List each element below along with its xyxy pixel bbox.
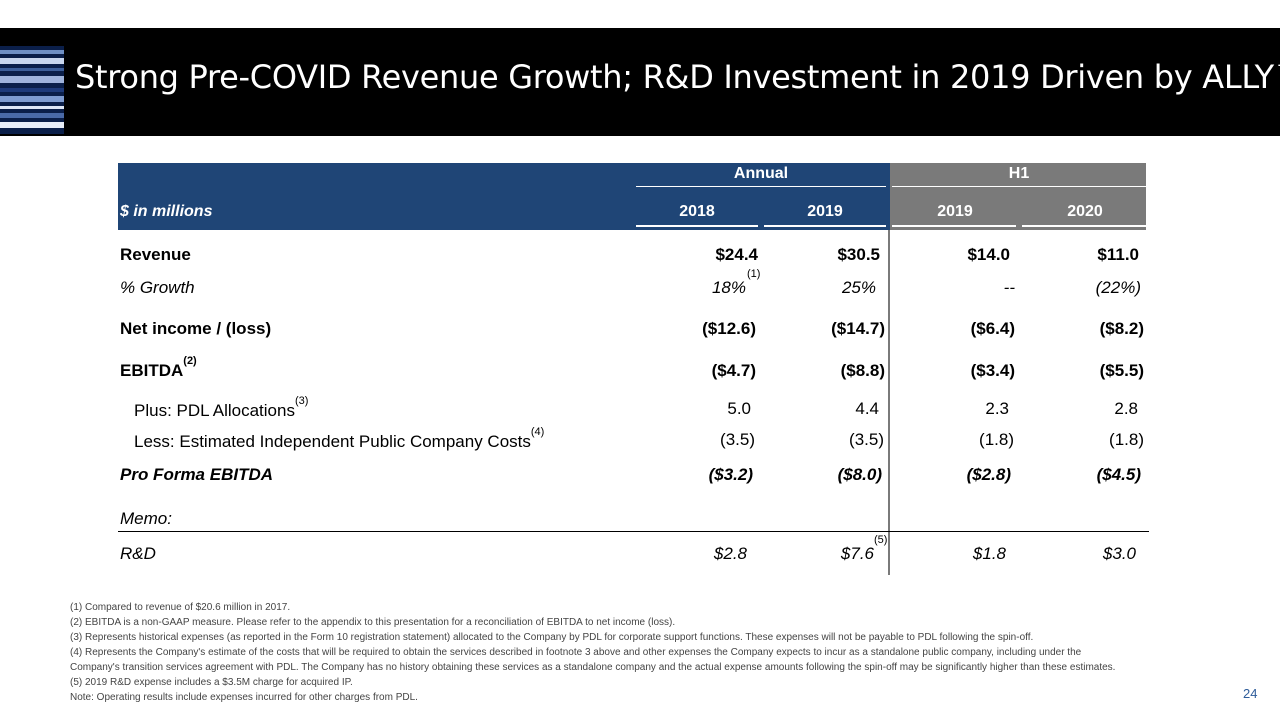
cell-net-income-2018: ($12.6)	[702, 319, 756, 338]
group-underline-annual	[636, 186, 886, 187]
cell-less-costs-h1-2019: (1.8)	[979, 430, 1014, 449]
plus-pdl-text: Plus: PDL Allocations	[134, 401, 295, 420]
cell-ebitda-2018: ($4.7)	[711, 361, 756, 380]
cell-plus-pdl-h1-2019: 2.3	[985, 399, 1009, 418]
cell-revenue-2018: $24.4	[715, 245, 758, 264]
cell-ebitda-h1-2020: ($5.5)	[1099, 361, 1144, 380]
cell-less-costs-2018: (3.5)	[720, 430, 755, 449]
h1-column-divider	[888, 230, 890, 575]
cell-net-income-h1-2020: ($8.2)	[1099, 319, 1144, 338]
footnote-1: (1) Compared to revenue of $20.6 million…	[70, 602, 291, 613]
cell-ebitda-2019: ($8.8)	[840, 361, 885, 380]
footnote-marker-5: (5)	[874, 534, 888, 546]
column-underline	[764, 225, 886, 227]
cell-revenue-2019: $30.5	[837, 245, 880, 264]
row-label-pro-forma-ebitda: Pro Forma EBITDA	[120, 465, 274, 484]
cell-pro-forma-h1-2020: ($4.5)	[1096, 465, 1141, 484]
column-underline	[636, 225, 758, 227]
column-underline	[892, 225, 1016, 227]
ebitda-text: EBITDA	[120, 361, 184, 380]
cell-rd-2018: $2.8	[713, 544, 747, 563]
row-label-memo: Memo:	[120, 509, 172, 528]
page-number: 24	[1243, 686, 1258, 701]
cell-pro-forma-h1-2019: ($2.8)	[966, 465, 1011, 484]
column-underline	[1022, 225, 1146, 227]
column-header-2019-annual: 2019	[807, 203, 843, 220]
cell-plus-pdl-2018: 5.0	[727, 399, 751, 418]
footnote-5: (5) 2019 R&D expense includes a $3.5M ch…	[70, 677, 353, 688]
footnotes: (1) Compared to revenue of $20.6 million…	[70, 600, 1270, 705]
group-header-h1: H1	[1008, 165, 1030, 182]
cell-plus-pdl-2019: 4.4	[855, 399, 879, 418]
cell-pro-forma-2019: ($8.0)	[837, 465, 882, 484]
cell-rd-h1-2019: $1.8	[972, 544, 1006, 563]
cell-growth-h1-2020: (22%)	[1095, 278, 1141, 297]
cell-less-costs-h1-2020: (1.8)	[1109, 430, 1144, 449]
footnote-2: (2) EBITDA is a non-GAAP measure. Please…	[70, 617, 676, 628]
row-label-less-costs: Less: Estimated Independent Public Compa…	[134, 426, 544, 452]
page-title: Strong Pre-COVID Revenue Growth; R&D Inv…	[75, 58, 1280, 96]
footnote-marker-1: (1)	[747, 268, 761, 280]
column-header-2020-h1: 2020	[1067, 203, 1103, 220]
units-label: $ in millions	[120, 203, 213, 220]
row-label-growth: % Growth	[120, 278, 195, 297]
row-label-plus-pdl: Plus: PDL Allocations(3)	[134, 395, 308, 421]
footnote-note: Note: Operating results include expenses…	[70, 692, 418, 703]
cell-ebitda-h1-2019: ($3.4)	[970, 361, 1015, 380]
row-label-revenue: Revenue	[120, 245, 191, 264]
title-bar	[0, 28, 1280, 136]
cell-rd-h1-2020: $3.0	[1102, 544, 1136, 563]
footnote-marker-2: (2)	[183, 355, 197, 367]
cell-net-income-2019: ($14.7)	[831, 319, 885, 338]
cell-less-costs-2019: (3.5)	[849, 430, 884, 449]
column-header-2019-h1: 2019	[937, 203, 973, 220]
footnote-3: (3) Represents historical expenses (as r…	[70, 632, 1034, 643]
row-label-ebitda: EBITDA(2)	[120, 355, 197, 381]
cell-net-income-h1-2019: ($6.4)	[970, 319, 1015, 338]
row-label-rd: R&D	[120, 544, 156, 563]
less-costs-text: Less: Estimated Independent Public Compa…	[134, 432, 531, 451]
brand-stripes-logo	[0, 46, 64, 134]
cell-revenue-h1-2019: $14.0	[967, 245, 1010, 264]
footnote-4-continued: Company's transition services agreement …	[70, 662, 1116, 673]
footnote-marker-4: (4)	[530, 426, 545, 438]
cell-pro-forma-2018: ($3.2)	[708, 465, 753, 484]
group-header-annual: Annual	[733, 165, 789, 182]
group-underline-h1	[892, 186, 1146, 187]
column-header-2018: 2018	[679, 203, 715, 220]
cell-growth-2019: 25%	[841, 278, 876, 297]
cell-revenue-h1-2020: $11.0	[1097, 245, 1139, 264]
cell-plus-pdl-h1-2020: 2.8	[1114, 399, 1138, 418]
footnote-4: (4) Represents the Company's estimate of…	[70, 647, 1082, 658]
row-label-net-income: Net income / (loss)	[120, 319, 272, 338]
cell-rd-2019: $7.6	[840, 544, 874, 563]
table-header-h1-block	[890, 163, 1146, 230]
footnote-marker-3: (3)	[294, 395, 309, 407]
cell-growth-2018: 18%	[711, 278, 746, 297]
memo-rule	[118, 531, 1149, 532]
cell-growth-h1-2019: --	[1003, 278, 1015, 297]
